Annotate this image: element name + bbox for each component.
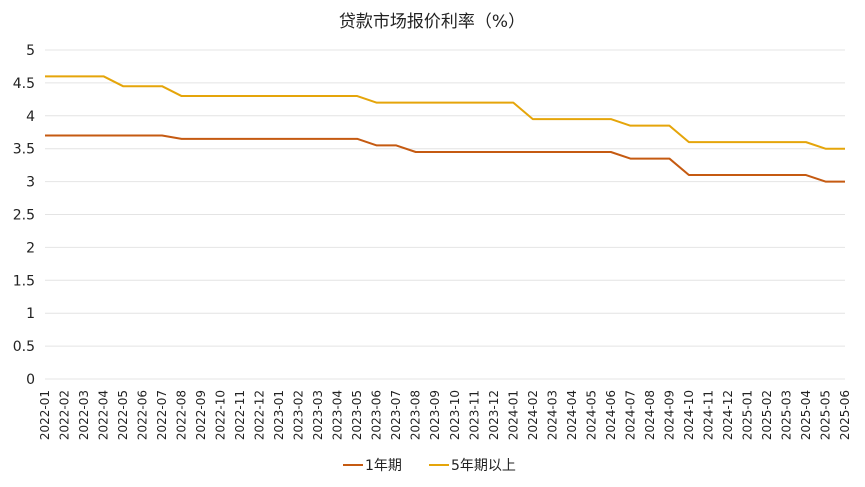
x-tick-label: 2024-08 <box>643 390 657 440</box>
y-tick-label: 4 <box>26 109 35 125</box>
x-tick-label: 2025-01 <box>740 390 754 440</box>
x-tick-label: 2024-05 <box>584 390 598 440</box>
x-tick-label: 2022-11 <box>233 390 247 440</box>
x-tick-label: 2024-12 <box>721 390 735 440</box>
x-tick-label: 2022-03 <box>77 390 91 440</box>
legend: 1年期 5年期以上 <box>343 458 516 474</box>
x-tick-label: 2023-11 <box>467 390 481 440</box>
x-tick-label: 2022-01 <box>38 390 52 440</box>
x-tick-label: 2022-04 <box>97 390 111 440</box>
series-lines <box>45 75 845 183</box>
legend-label-1: 5年期以上 <box>451 458 516 474</box>
y-tick-label: 3 <box>26 175 35 191</box>
series-line-1 <box>45 75 845 150</box>
x-tick-label: 2023-01 <box>272 390 286 440</box>
y-tick-label: 2 <box>26 240 35 256</box>
x-tick-label: 2022-07 <box>155 390 169 440</box>
x-axis-ticks: 2022-01 2022-02 2022-03 2022-04 2022-05 2022-… <box>38 390 852 440</box>
x-tick-label: 2024-01 <box>506 390 520 440</box>
x-tick-label: 2025-03 <box>779 390 793 440</box>
x-tick-label: 2023-09 <box>428 390 442 440</box>
y-tick-label: 0 <box>26 372 35 388</box>
y-tick-label: 2.5 <box>13 208 35 224</box>
chart-title: 贷款市场报价利率（%） <box>339 12 525 32</box>
y-tick-label: 4.5 <box>13 76 35 92</box>
x-tick-label: 2025-06 <box>838 390 852 440</box>
x-tick-label: 2025-04 <box>799 390 813 440</box>
y-tick-label: 3.5 <box>13 142 35 158</box>
x-tick-label: 2022-06 <box>136 390 150 440</box>
legend-label-0: 1年期 <box>365 458 402 474</box>
x-tick-label: 2023-07 <box>389 390 403 440</box>
x-tick-label: 2023-04 <box>331 390 345 440</box>
x-tick-label: 2023-03 <box>311 390 325 440</box>
x-tick-label: 2023-06 <box>370 390 384 440</box>
x-tick-label: 2022-08 <box>175 390 189 440</box>
x-tick-label: 2024-10 <box>682 390 696 440</box>
x-tick-label: 2024-09 <box>662 390 676 440</box>
x-tick-label: 2022-10 <box>214 390 228 440</box>
x-tick-label: 2024-11 <box>701 390 715 440</box>
x-tick-label: 2024-02 <box>526 390 540 440</box>
x-tick-label: 2024-03 <box>545 390 559 440</box>
x-tick-label: 2023-10 <box>448 390 462 440</box>
x-tick-label: 2023-05 <box>350 390 364 440</box>
x-tick-label: 2025-02 <box>760 390 774 440</box>
x-tick-label: 2025-05 <box>818 390 832 440</box>
x-tick-label: 2024-07 <box>623 390 637 440</box>
x-tick-label: 2024-04 <box>565 390 579 440</box>
x-tick-label: 2022-09 <box>194 390 208 440</box>
x-tick-label: 2023-08 <box>409 390 423 440</box>
x-tick-label: 2022-05 <box>116 390 130 440</box>
x-tick-label: 2022-02 <box>58 390 72 440</box>
x-tick-label: 2023-02 <box>292 390 306 440</box>
y-tick-label: 5 <box>26 43 35 59</box>
y-axis-ticks: 0 0.5 1 1.5 2 2.5 3 3.5 4 4.5 5 <box>13 43 35 388</box>
y-tick-label: 1 <box>26 306 35 322</box>
x-tick-label: 2022-12 <box>253 390 267 440</box>
y-tick-label: 0.5 <box>13 339 35 355</box>
y-tick-label: 1.5 <box>13 273 35 289</box>
grid-lines <box>45 49 845 380</box>
x-tick-label: 2024-06 <box>604 390 618 440</box>
series-line-0 <box>45 134 845 183</box>
x-tick-label: 2023-12 <box>487 390 501 440</box>
